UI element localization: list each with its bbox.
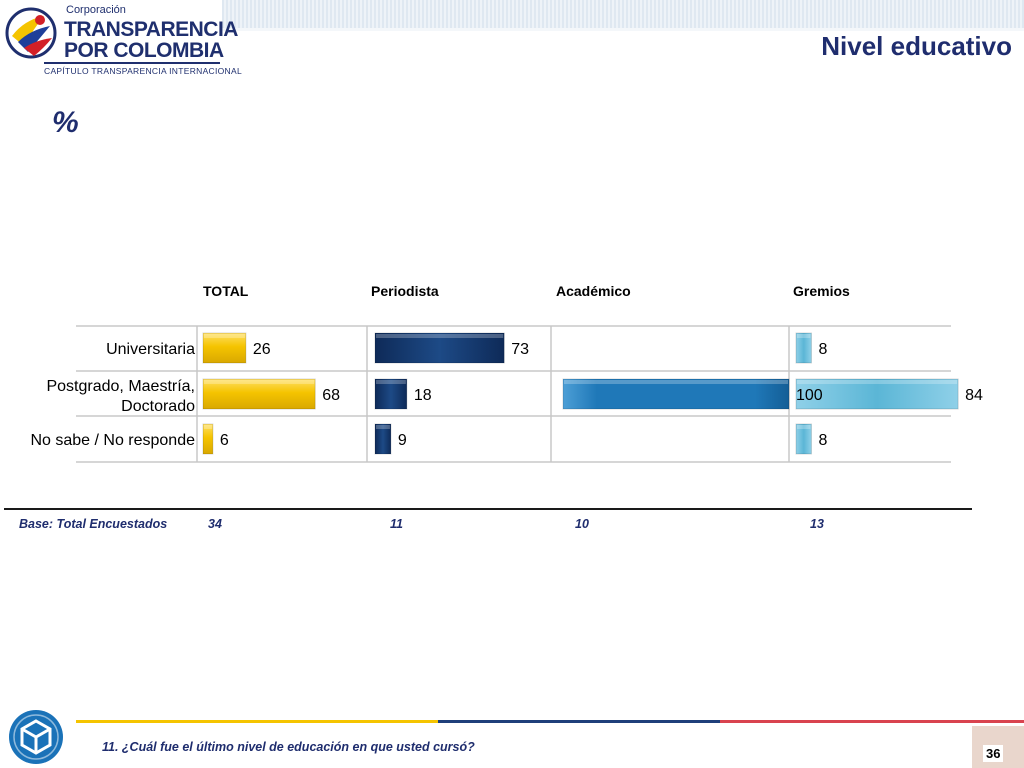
bar-gremios-1 xyxy=(795,378,959,410)
bar-sheen xyxy=(376,425,390,429)
value-label-periodista-0: 73 xyxy=(511,341,529,358)
category-label: Postgrado, Maestría, xyxy=(46,378,195,395)
base-value-periodista: 11 xyxy=(390,517,403,531)
value-label-gremios-0: 8 xyxy=(818,341,827,358)
base-value-academico: 10 xyxy=(575,517,589,531)
logo-corp-text: Corporación xyxy=(66,4,126,16)
base-value-total: 34 xyxy=(208,517,222,531)
base-value-gremios: 13 xyxy=(810,517,824,531)
value-label-total-1: 68 xyxy=(322,387,340,404)
bar-gremios-0 xyxy=(795,332,812,364)
logo-subtitle-text: CAPÍTULO TRANSPARENCIA INTERNACIONAL xyxy=(44,66,242,76)
bar-total-0 xyxy=(202,332,247,364)
value-label-total-2: 6 xyxy=(220,432,229,449)
bar-sheen xyxy=(376,380,406,384)
logo-mark-icon xyxy=(5,7,57,59)
bar-total-2 xyxy=(202,423,214,455)
value-label-gremios-2: 8 xyxy=(818,432,827,449)
value-label-periodista-2: 9 xyxy=(398,432,407,449)
value-label-total-0: 26 xyxy=(253,341,271,358)
bar-sheen xyxy=(204,425,212,429)
page-number: 36 xyxy=(983,745,1004,762)
percent-unit-label: % xyxy=(52,106,79,139)
bar-sheen xyxy=(797,380,958,384)
category-label: No sabe / No responde xyxy=(30,432,195,449)
bar-gremios-2 xyxy=(795,423,812,455)
category-label: Universitaria xyxy=(106,341,195,358)
bar-sheen xyxy=(204,334,245,338)
page-title: Nivel educativo xyxy=(821,31,1012,61)
bar-total-1 xyxy=(202,378,316,410)
cube-logo-icon xyxy=(9,710,63,764)
base-label: Base: Total Encuestados xyxy=(19,517,168,531)
series-header-0: TOTAL xyxy=(203,283,249,299)
footer-line-red xyxy=(720,720,1024,723)
bar-sheen xyxy=(797,334,811,338)
value-label-academico-1: 100 xyxy=(796,387,823,404)
footer-line-blue xyxy=(438,720,720,723)
top-band-shadow xyxy=(222,28,1024,31)
bar-periodista-1 xyxy=(374,378,408,410)
logo-line2-text: POR COLOMBIA xyxy=(64,39,224,62)
footer-line-yellow xyxy=(76,720,438,723)
survey-question: 11. ¿Cuál fue el último nivel de educaci… xyxy=(102,740,475,754)
value-label-gremios-1: 84 xyxy=(965,387,983,404)
logo: Corporación TRANSPARENCIA POR COLOMBIA C… xyxy=(4,2,242,78)
series-header-1: Periodista xyxy=(371,283,439,299)
value-label-periodista-1: 18 xyxy=(414,387,432,404)
bar-sheen xyxy=(564,380,788,384)
bar-sheen xyxy=(376,334,504,338)
logo-divider xyxy=(44,62,220,64)
category-label: Doctorado xyxy=(121,398,195,415)
base-divider xyxy=(4,508,972,510)
logo-line1-text: TRANSPARENCIA xyxy=(64,18,238,41)
bar-academico-1 xyxy=(562,378,790,410)
series-header-2: Académico xyxy=(556,283,631,299)
bar-sheen xyxy=(797,425,811,429)
series-header-3: Gremios xyxy=(793,283,850,299)
bar-sheen xyxy=(204,380,315,384)
top-decorative-band xyxy=(222,0,1024,28)
bar-periodista-2 xyxy=(374,423,392,455)
bar-periodista-0 xyxy=(374,332,505,364)
